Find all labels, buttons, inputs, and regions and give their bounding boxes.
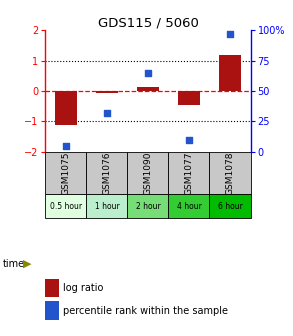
- Bar: [86, 194, 127, 218]
- Text: GSM1077: GSM1077: [185, 151, 193, 195]
- Text: GSM1078: GSM1078: [226, 151, 234, 195]
- Text: 2 hour: 2 hour: [136, 202, 160, 211]
- Point: [64, 143, 68, 149]
- Point: [146, 70, 150, 76]
- Bar: [219, 54, 241, 91]
- Point: [187, 137, 191, 142]
- Bar: [178, 91, 200, 105]
- Text: GSM1090: GSM1090: [144, 151, 152, 195]
- Bar: [127, 194, 168, 218]
- Text: 4 hour: 4 hour: [177, 202, 201, 211]
- Bar: [127, 152, 168, 194]
- Text: GSM1076: GSM1076: [103, 151, 111, 195]
- Bar: [54, 91, 77, 125]
- Text: time: time: [3, 259, 25, 269]
- Bar: [45, 194, 86, 218]
- Bar: [45, 152, 86, 194]
- Bar: [209, 194, 251, 218]
- Bar: [86, 152, 127, 194]
- Text: log ratio: log ratio: [63, 283, 103, 293]
- Bar: [137, 86, 159, 91]
- Text: 6 hour: 6 hour: [218, 202, 242, 211]
- Text: percentile rank within the sample: percentile rank within the sample: [63, 306, 228, 316]
- Point: [228, 31, 232, 37]
- Text: 0.5 hour: 0.5 hour: [50, 202, 82, 211]
- Text: 1 hour: 1 hour: [95, 202, 119, 211]
- Text: ▶: ▶: [23, 259, 31, 269]
- Point: [105, 110, 109, 116]
- Bar: [168, 194, 209, 218]
- Text: GSM1075: GSM1075: [62, 151, 70, 195]
- Title: GDS115 / 5060: GDS115 / 5060: [98, 16, 198, 29]
- Bar: [209, 152, 251, 194]
- Bar: [96, 91, 118, 93]
- Bar: [168, 152, 209, 194]
